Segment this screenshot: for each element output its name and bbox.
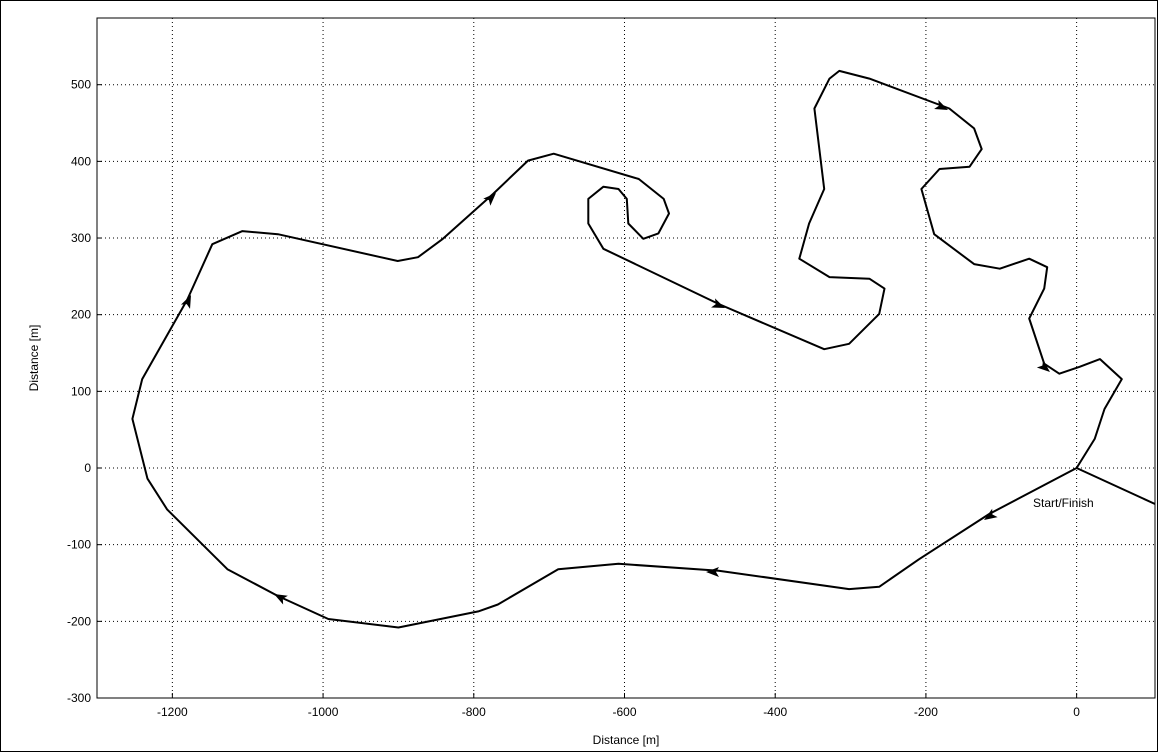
- x-tick-label: -800: [462, 705, 486, 719]
- y-tick-label: -200: [67, 614, 91, 628]
- y-tick-label: 100: [71, 384, 91, 398]
- arrow: [711, 298, 725, 308]
- x-tick-label: -1000: [308, 705, 339, 719]
- arrow: [483, 193, 496, 206]
- x-tick-label: -600: [612, 705, 636, 719]
- x-tick-label: -200: [914, 705, 938, 719]
- x-axis-label: Distance [m]: [593, 733, 660, 747]
- arrow: [1036, 359, 1050, 372]
- arrow: [274, 594, 288, 605]
- annotation: Start/Finish: [1033, 496, 1094, 510]
- y-tick-label: 300: [71, 231, 91, 245]
- track-line: [131, 69, 1156, 629]
- axes-box: [96, 17, 1156, 699]
- y-tick-label: 0: [84, 461, 91, 475]
- x-tick-label: 0: [1073, 705, 1080, 719]
- arrows: [180, 99, 1050, 605]
- arrow: [706, 567, 719, 577]
- y-tick-label: 200: [71, 308, 91, 322]
- arrow: [934, 99, 948, 110]
- y-tick-label: 500: [71, 78, 91, 92]
- plot: [131, 69, 1156, 629]
- y-tick-label: 400: [71, 154, 91, 168]
- y-axis-label: Distance [m]: [27, 325, 41, 392]
- y-tick-label: -100: [67, 538, 91, 552]
- x-tick-label: -400: [763, 705, 787, 719]
- arrow: [984, 508, 998, 520]
- arrow: [180, 295, 191, 309]
- x-tick-label: -1200: [157, 705, 188, 719]
- y-tick-label: -300: [67, 691, 91, 705]
